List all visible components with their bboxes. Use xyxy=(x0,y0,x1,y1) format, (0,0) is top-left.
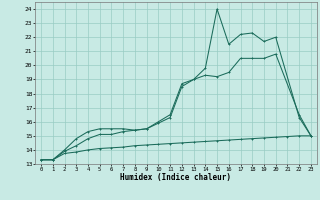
X-axis label: Humidex (Indice chaleur): Humidex (Indice chaleur) xyxy=(121,173,231,182)
